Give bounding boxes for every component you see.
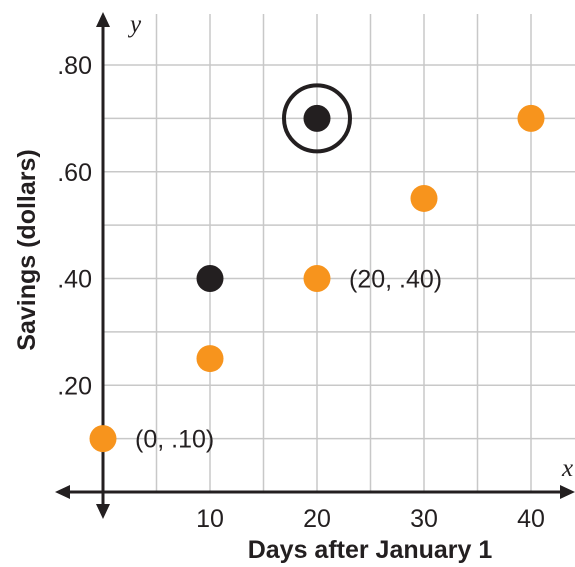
y-tick-label: .20 <box>57 372 92 400</box>
x-tick-label: 40 <box>517 505 545 533</box>
x-axis-right-arrow <box>560 485 575 499</box>
x-tick-label: 30 <box>410 505 438 533</box>
y-axis-letter: y <box>127 11 142 38</box>
y-tick-label: .80 <box>57 52 92 80</box>
data-point <box>196 345 224 373</box>
annotations: (0, .10) (20, .40) <box>135 266 442 454</box>
y-tick-label: .40 <box>57 266 92 294</box>
y-axis-title: Savings (dollars) <box>13 149 41 350</box>
point-annotation: (0, .10) <box>135 426 214 454</box>
highlight-ring <box>282 83 352 154</box>
tick-labels: 10 20 30 40 .20 .40 .60 .80 <box>57 52 545 533</box>
x-axis-title: Days after January 1 <box>248 536 493 564</box>
grid <box>103 14 575 492</box>
data-point <box>517 104 545 132</box>
data-point <box>196 265 224 292</box>
y-axis-down-arrow <box>96 504 110 519</box>
x-axis-left-arrow <box>55 485 70 499</box>
data-point <box>303 265 331 292</box>
x-axis-letter: x <box>561 455 573 482</box>
x-tick-label: 10 <box>196 505 224 533</box>
y-tick-label: .60 <box>57 159 92 187</box>
data-points <box>89 83 545 453</box>
y-axis-up-arrow <box>96 12 110 27</box>
data-point <box>410 184 438 212</box>
point-annotation: (20, .40) <box>349 266 442 294</box>
data-point <box>89 425 117 453</box>
data-point <box>303 104 331 132</box>
x-tick-label: 20 <box>303 505 331 533</box>
